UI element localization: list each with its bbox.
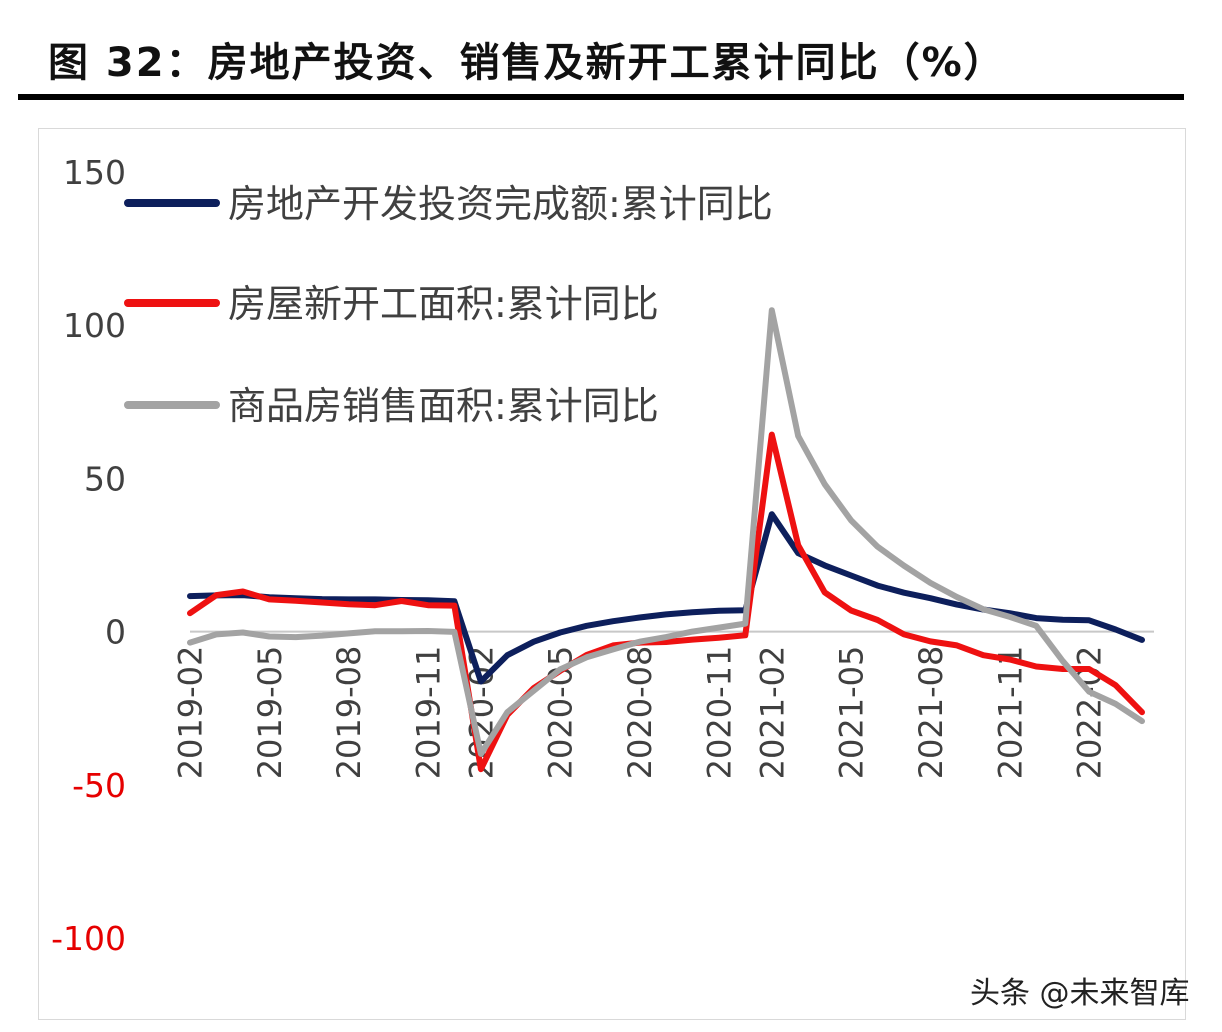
title-rule — [18, 94, 1184, 100]
legend-label: 房地产开发投资完成额:累计同比 — [228, 182, 773, 226]
y-tick-label: 50 — [84, 459, 126, 498]
x-tick-label: 2021-08 — [912, 646, 950, 780]
x-tick-label: 2019-02 — [172, 646, 210, 780]
y-tick-label: -100 — [51, 919, 126, 958]
series-line — [187, 307, 1145, 757]
x-tick-label: 2019-11 — [410, 646, 448, 780]
x-axis-ticks: 2019-02 2019-05 2019-08 2019-11 2020-02 2020-… — [172, 646, 1109, 780]
x-tick-label: 2021-05 — [833, 646, 871, 780]
y-tick-label: -50 — [72, 766, 126, 805]
series-line — [187, 431, 1145, 773]
x-tick-label: 2020-11 — [700, 646, 738, 780]
y-tick-label: 100 — [63, 306, 126, 345]
legend-label: 房屋新开工面积:累计同比 — [228, 282, 659, 326]
x-tick-label: 2022-02 — [1071, 646, 1109, 780]
legend-label: 商品房销售面积:累计同比 — [228, 384, 659, 428]
series-lines — [187, 307, 1145, 773]
y-tick-label: 150 — [63, 153, 126, 192]
x-tick-label: 2021-02 — [753, 646, 791, 780]
chart-frame — [38, 128, 1186, 1020]
figure-title: 图 32：房地产投资、销售及新开工累计同比（%） — [48, 40, 1006, 86]
x-tick-label: 2019-05 — [251, 646, 289, 780]
watermark: 头条 @未来智库 — [970, 976, 1190, 1011]
y-axis-ticks: 150 100 50 0 -50 -100 — [51, 153, 126, 958]
x-tick-label: 2019-08 — [330, 646, 368, 780]
y-tick-label: 0 — [105, 613, 126, 652]
x-tick-label: 2020-08 — [621, 646, 659, 780]
x-tick-label: 2021-11 — [991, 646, 1029, 780]
